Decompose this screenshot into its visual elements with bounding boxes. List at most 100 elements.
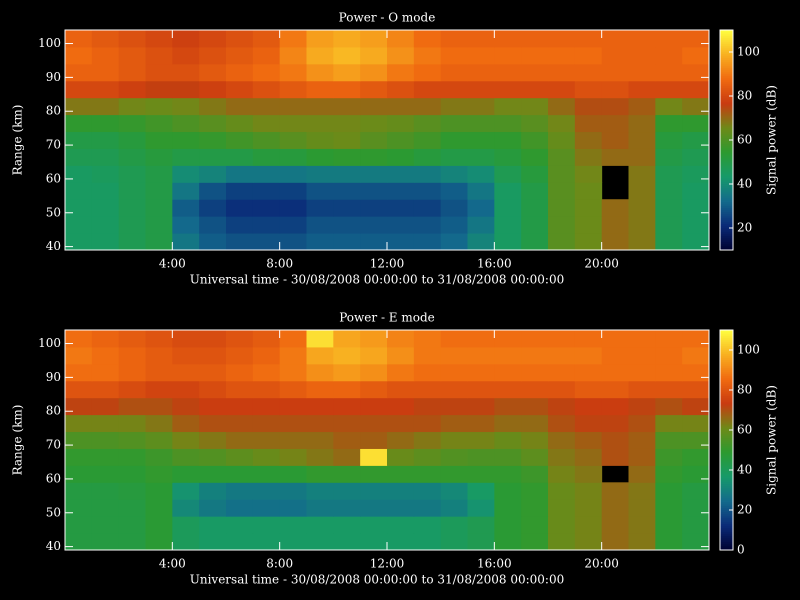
heatmap-cell [574,148,603,166]
heatmap-cell [467,482,495,500]
colorbar-swatch [720,239,733,243]
heatmap-cell [118,533,146,551]
colorbar-swatch [720,175,733,179]
heatmap-cell [360,165,388,183]
heatmap-cell [521,465,549,483]
heatmap-cell [226,533,254,551]
heatmap-cell [440,397,468,416]
heatmap-cell [413,380,442,399]
colorbar-swatch [720,505,733,509]
heatmap-cell [467,397,495,416]
heatmap-cell [306,380,334,399]
heatmap-cell [306,148,334,166]
heatmap-cell [360,46,388,65]
heatmap-cell [91,233,120,251]
colorbar-swatch [720,139,733,143]
heatmap-cell [333,363,361,382]
colorbar-swatch [720,489,733,493]
colorbar-tick-label: 40 [737,463,752,477]
y-tick-label: 50 [46,205,61,219]
heatmap-cell [279,482,307,500]
heatmap-cell [306,233,334,251]
heatmap-cell [172,30,200,48]
heatmap-cell [306,465,334,483]
heatmap-cell [199,499,227,517]
colorbar-swatch [720,81,733,85]
colorbar-swatch [720,147,733,151]
heatmap-cell [360,199,388,217]
heatmap-cell [65,148,93,166]
heatmap-cell [655,431,683,449]
heatmap-cell [682,330,710,348]
heatmap-cell [199,431,227,449]
colorbar-swatch [720,181,733,185]
heatmap-cell [333,199,361,217]
heatmap-cell [387,397,415,416]
heatmap-cell [145,148,173,166]
heatmap-cell [601,30,629,48]
heatmap-cell [574,46,603,65]
colorbar-tick-label: 80 [737,89,752,103]
colorbar-swatch [720,547,733,551]
colorbar-swatch [720,39,733,43]
heatmap-cell [306,397,334,416]
heatmap-cell [91,414,120,433]
heatmap-cell [360,30,388,48]
heatmap-cell [440,431,468,449]
heatmap-cell [574,233,603,251]
colorbar-swatch [720,331,733,335]
heatmap-cell [91,97,120,116]
heatmap-cell [521,199,549,217]
colorbar-swatch [720,179,733,183]
heatmap-cell [306,499,334,517]
heatmap-cell [145,80,173,99]
heatmap-cell [574,63,603,82]
heatmap-cell [333,216,361,234]
heatmap-cell [172,516,200,534]
heatmap-cell [628,131,656,149]
heatmap-cell [199,482,227,500]
heatmap-cell [91,46,120,65]
heatmap-cell [494,216,522,234]
heatmap-cell [682,199,710,217]
heatmap-cell [226,165,254,183]
heatmap-cell [91,465,120,483]
heatmap-cell [601,63,629,82]
colorbar-swatch [720,477,733,481]
heatmap-cell [387,533,415,551]
heatmap-cell [548,216,576,234]
heatmap-cell [467,114,495,133]
heatmap-cell [655,516,683,534]
heatmap-cell [601,233,629,251]
x-tick-label: 4:00 [159,557,186,571]
heatmap-cell [494,182,522,200]
heatmap-cell [548,199,576,217]
heatmap-cell [548,465,576,483]
heatmap-cell [199,516,227,534]
heatmap-cells [65,30,710,251]
y-axis-label: Range (km) [11,105,25,176]
colorbar-swatch [720,353,733,357]
heatmap-cell [226,233,254,251]
heatmap-cell [145,63,173,82]
heatmap-cell [118,131,146,149]
colorbar-swatch [720,197,733,201]
heatmap-cell [145,346,173,365]
x-tick-label: 4:00 [159,257,186,271]
heatmap-cell [65,346,93,365]
colorbar-swatch [720,459,733,463]
colorbar-swatch [720,451,733,455]
heatmap-cell [279,97,307,116]
colorbar-swatch [720,439,733,443]
colorbar-swatch [720,419,733,423]
heatmap-cell [387,182,415,200]
colorbar-swatch [720,55,733,59]
heatmap-cell [279,533,307,551]
heatmap-cell [91,330,120,348]
colorbar-swatch [720,539,733,543]
heatmap-cell [118,233,146,251]
heatmap-cell [145,363,173,382]
heatmap-cell [65,397,93,416]
colorbar-swatch [720,367,733,371]
heatmap-cell [172,80,200,99]
